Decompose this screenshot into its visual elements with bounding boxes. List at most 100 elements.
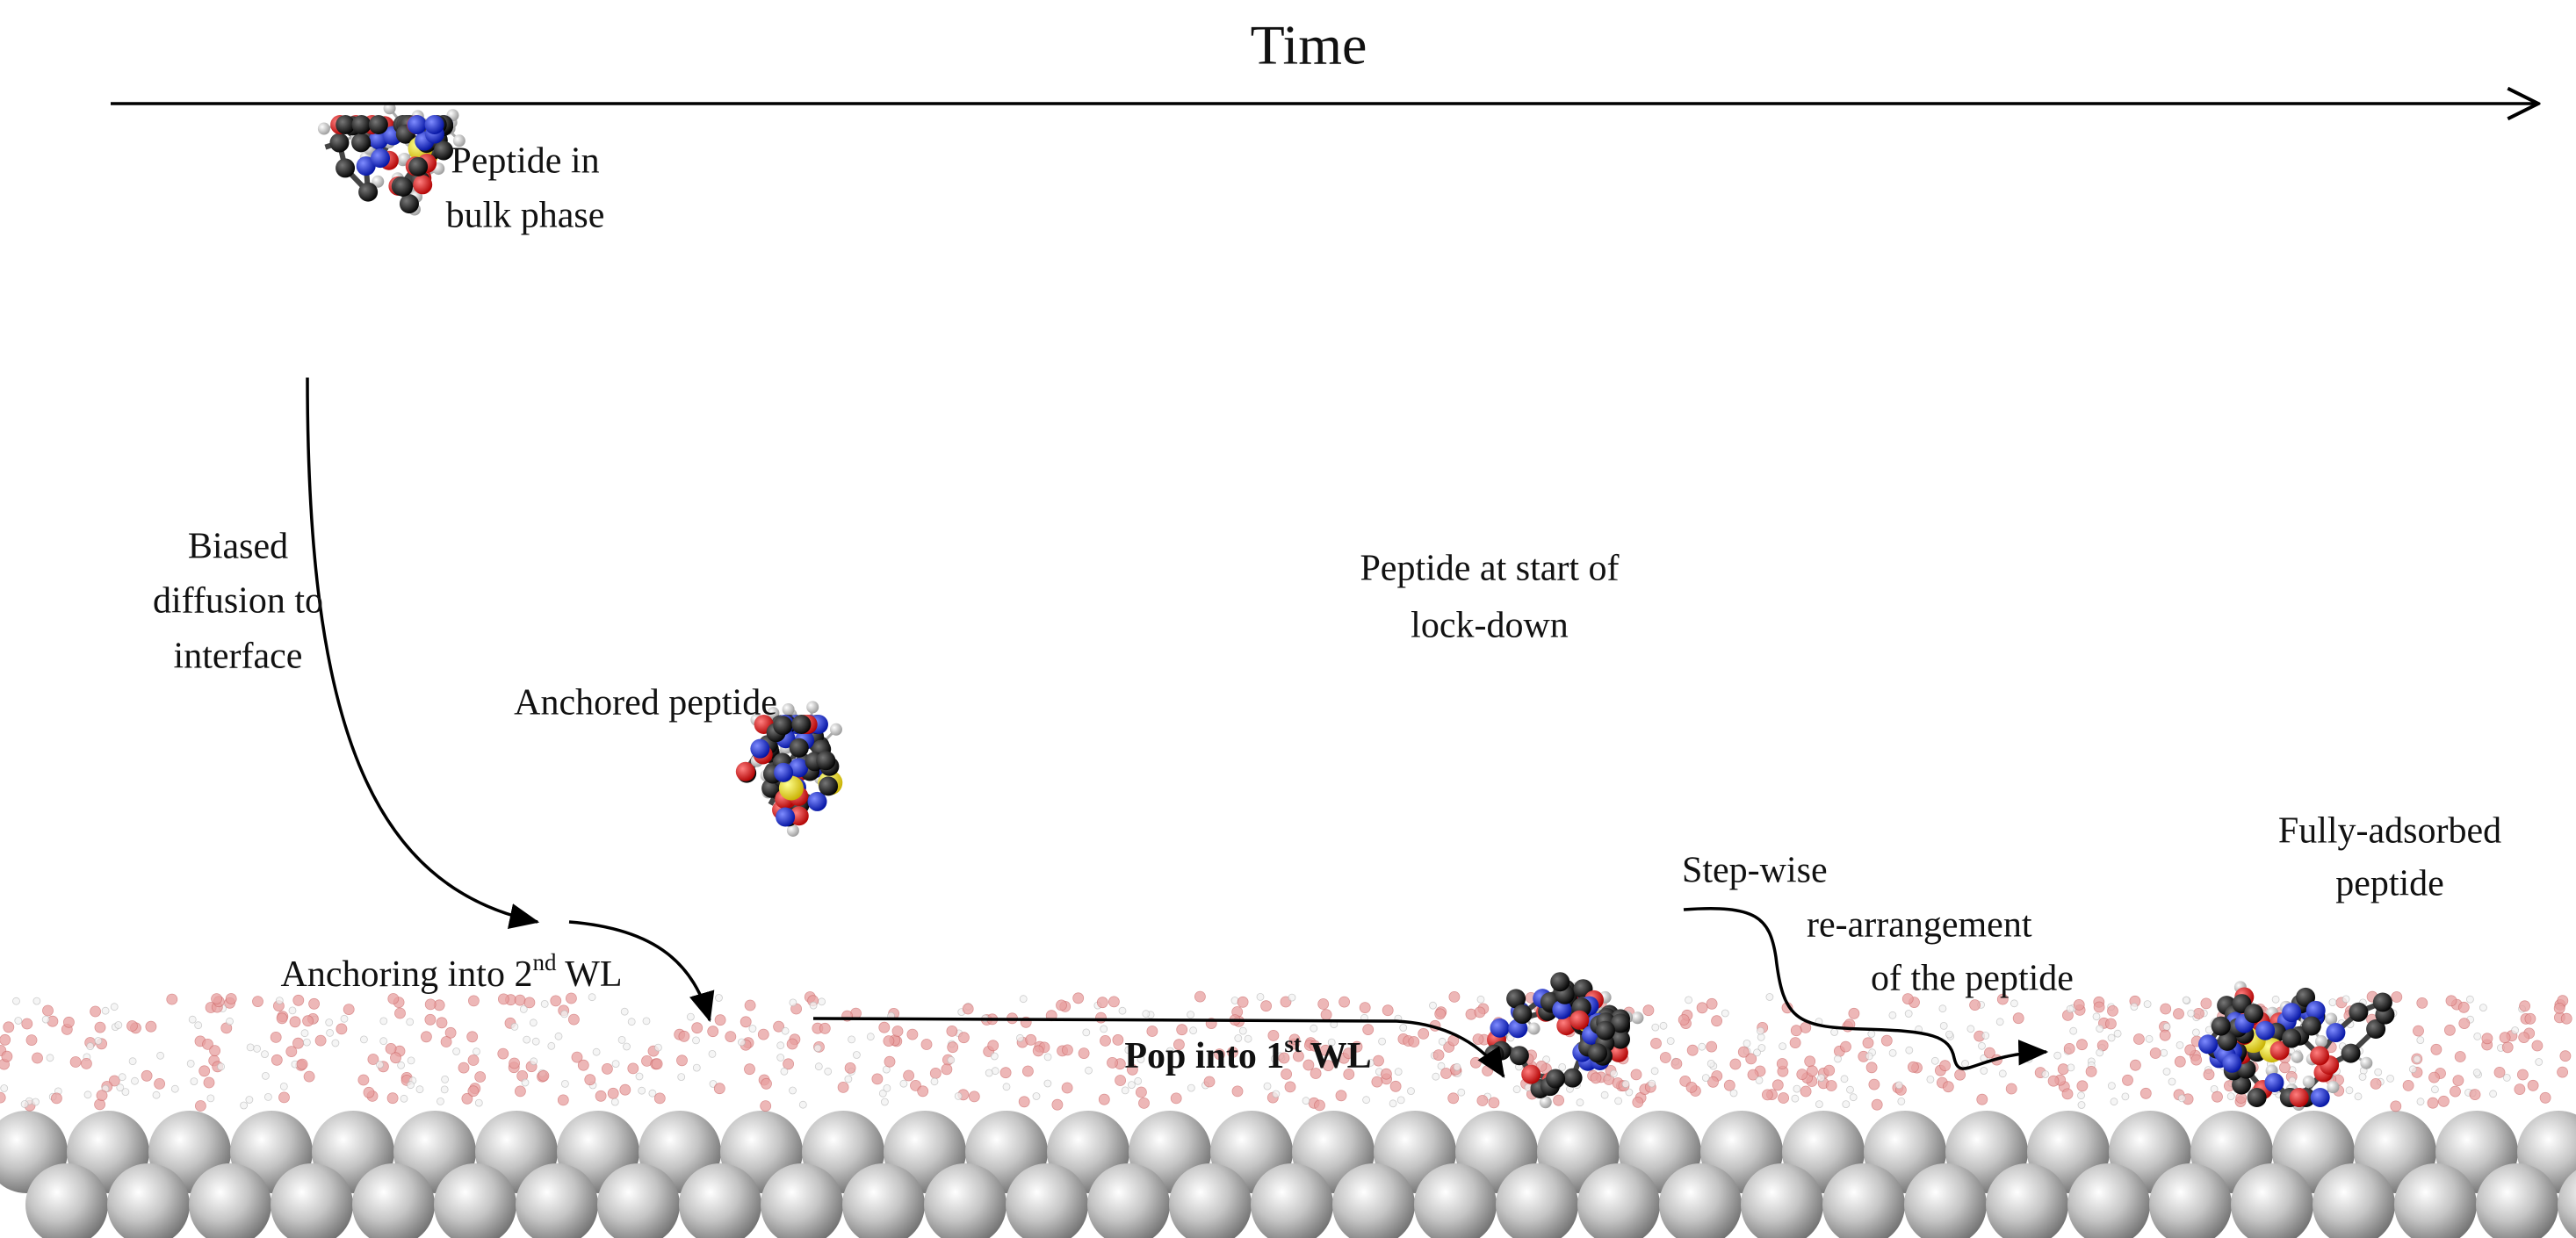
water-atom [1434, 1008, 1447, 1020]
water-atom [376, 1061, 384, 1069]
water-atom [1335, 1090, 1347, 1102]
heavy-atom [408, 156, 429, 176]
water-atom [118, 1073, 126, 1082]
water-atom [2130, 1003, 2139, 1011]
water-atom [2053, 1051, 2062, 1060]
water-atom [2010, 999, 2018, 1008]
water-atom [440, 1085, 449, 1094]
water-atom [2450, 1085, 2461, 1098]
water-atom [1745, 1053, 1757, 1065]
water-atom [1976, 1093, 1988, 1105]
water-atom [1685, 1082, 1698, 1093]
water-atom [308, 997, 321, 1010]
water-atom [263, 1093, 272, 1101]
water-atom [0, 1091, 6, 1104]
water-atom [560, 1010, 568, 1018]
heavy-atom [2232, 1075, 2252, 1095]
water-atom [871, 1073, 884, 1085]
water-atom [2226, 1092, 2235, 1100]
water-atom [2192, 1008, 2204, 1019]
water-atom [1472, 1033, 1484, 1045]
water-atom [1721, 1009, 1729, 1018]
water-atom [1142, 1010, 1151, 1018]
heavy-atom [2289, 1088, 2309, 1107]
water-atom [2519, 1000, 2531, 1012]
water-atom [884, 1055, 896, 1068]
water-atom [1862, 1037, 1874, 1049]
water-atom [407, 1081, 415, 1090]
water-atom [2069, 1026, 2078, 1035]
water-atom [2416, 997, 2428, 1009]
water-atom [1825, 1080, 1837, 1091]
water-atom [1888, 1011, 1897, 1019]
water-atom [1614, 1097, 1622, 1105]
heavy-atom [2244, 1004, 2264, 1024]
water-atom [571, 1051, 583, 1063]
water-atom [424, 998, 437, 1011]
water-atom [343, 1004, 355, 1015]
peptide [2198, 981, 2395, 1111]
water-atom [714, 1014, 726, 1026]
heavy-atom [2264, 1072, 2284, 1092]
label-part: WL [556, 954, 622, 995]
water-atom [1666, 1037, 1675, 1045]
water-atom [188, 1015, 197, 1024]
metal-atom [842, 1163, 925, 1238]
water-atom [2143, 1000, 2152, 1008]
metal-atom [25, 1163, 108, 1238]
metal-atom [1332, 1163, 1415, 1238]
metal-atom [2231, 1163, 2313, 1238]
water-atom [1954, 1069, 1966, 1081]
water-atom [1868, 1078, 1880, 1090]
water-atom [1696, 1002, 1708, 1014]
water-atom [509, 1057, 520, 1069]
water-atom [1840, 1040, 1851, 1053]
water-atom [776, 1054, 785, 1062]
water-atom [2107, 1033, 2116, 1042]
water-atom [678, 1030, 690, 1042]
water-atom [474, 1098, 483, 1107]
water-atom [523, 1035, 531, 1044]
water-atom [577, 1059, 589, 1071]
water-atom [1642, 1004, 1655, 1017]
water-atom [1842, 1100, 1851, 1108]
water-atom [786, 1038, 798, 1050]
water-atom [1095, 1011, 1107, 1024]
water-atom [920, 1039, 933, 1050]
water-atom [1115, 1075, 1126, 1086]
water-atom [2427, 1097, 2439, 1109]
water-atom [1302, 1097, 1310, 1105]
water-atom [271, 1054, 283, 1066]
water-atom [415, 1085, 424, 1094]
water-atom [809, 1001, 818, 1010]
water-atom [929, 1068, 942, 1079]
stage-label: Anchored peptide [514, 683, 777, 723]
water-atom [1138, 1098, 1150, 1109]
water-atom [538, 1069, 550, 1082]
water-atom [1757, 1044, 1766, 1052]
water-atom [2177, 1094, 2186, 1103]
water-atom [1339, 996, 1350, 1008]
water-atom [1678, 1014, 1690, 1026]
hydrogen-atom [1527, 1022, 1541, 1035]
water-atom [707, 1026, 719, 1038]
water-atom [194, 1021, 203, 1030]
water-atom [853, 1051, 861, 1059]
water-atom [211, 993, 223, 1004]
water-atom [592, 1047, 601, 1056]
water-atom [1650, 1038, 1662, 1049]
heavy-atom [329, 133, 350, 153]
water-atom [985, 1069, 993, 1077]
water-atom [94, 1021, 106, 1033]
heavy-atom [2310, 1088, 2330, 1107]
water-atom [1381, 1068, 1392, 1080]
water-atom [1371, 1076, 1383, 1088]
water-atom [692, 1063, 701, 1072]
water-atom [198, 1065, 211, 1077]
water-atom [1457, 1088, 1466, 1097]
water-atom [288, 1006, 297, 1015]
water-atom [1437, 1062, 1446, 1070]
water-atom [2066, 1004, 2075, 1013]
hydrogen-atom [383, 102, 396, 115]
water-atom [1373, 1054, 1384, 1067]
